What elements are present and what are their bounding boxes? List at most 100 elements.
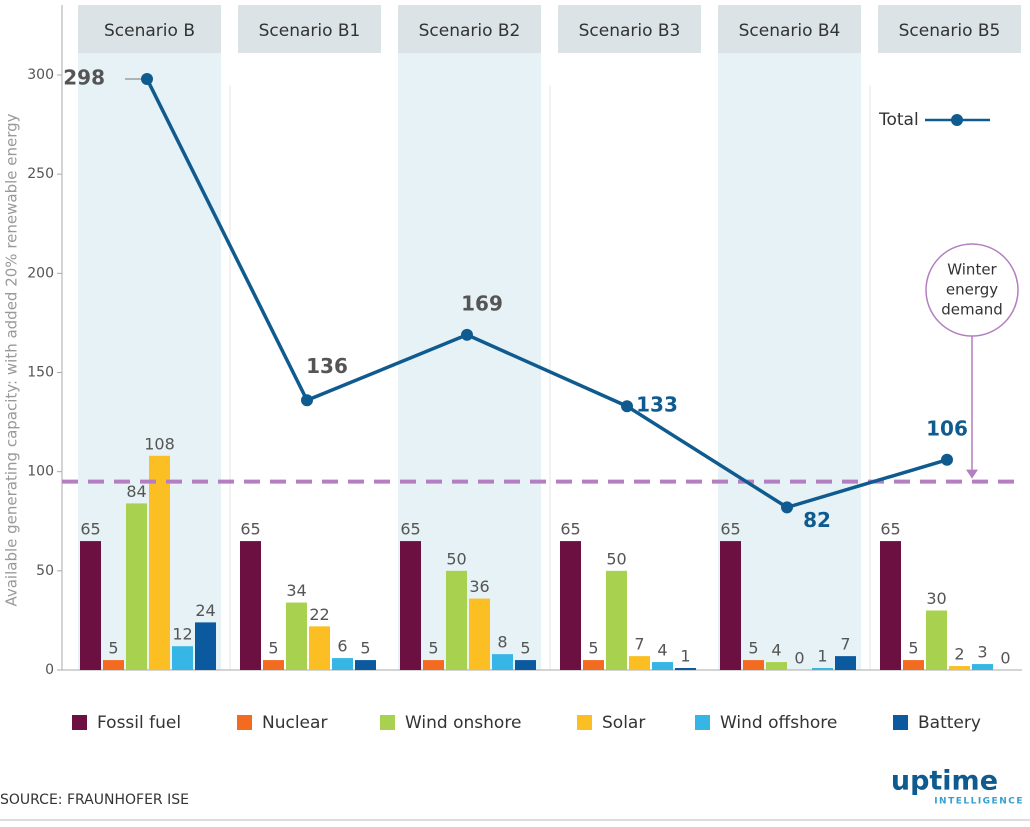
panel-header: Scenario B3 — [579, 21, 681, 41]
bar-label: 22 — [309, 605, 329, 624]
bar — [423, 660, 444, 670]
legend-label: Fossil fuel — [97, 713, 181, 733]
bar — [903, 660, 924, 670]
bar-label: 3 — [977, 643, 987, 662]
bar-label: 4 — [657, 641, 667, 660]
bar — [880, 541, 901, 670]
total-label: 82 — [803, 508, 831, 532]
panel-header: Scenario B2 — [419, 21, 521, 41]
total-line — [145, 78, 948, 510]
panel-shade — [718, 53, 861, 670]
total-point — [141, 72, 153, 85]
bar — [926, 610, 947, 670]
bar-label: 7 — [840, 635, 850, 654]
bar — [126, 503, 147, 670]
annotation-text: demand — [941, 301, 1003, 319]
bar-label: 65 — [720, 520, 740, 539]
total-point — [941, 453, 953, 466]
panel-shade — [398, 53, 541, 670]
legend-label: Battery — [918, 713, 981, 733]
bar — [675, 668, 696, 670]
legend-swatch — [893, 715, 908, 730]
bar-label: 5 — [268, 639, 278, 658]
bar-label: 5 — [520, 639, 530, 658]
bar-label: 1 — [817, 647, 827, 666]
total-label: 106 — [926, 416, 968, 440]
bar — [286, 602, 307, 670]
legend-label: Total — [878, 110, 919, 130]
bar — [835, 656, 856, 670]
total-label: 298 — [63, 65, 105, 89]
bar-label: 36 — [469, 577, 489, 596]
legend-swatch — [237, 715, 252, 730]
bar-label: 5 — [360, 639, 370, 658]
panel-header: Scenario B5 — [899, 21, 1001, 41]
bar — [240, 541, 261, 670]
bar-label: 50 — [606, 549, 626, 568]
panel-header: Scenario B — [104, 21, 195, 41]
bar-label: 12 — [172, 625, 192, 644]
legend-swatch — [380, 715, 395, 730]
bar — [766, 662, 787, 670]
annotation-text: Winter — [947, 261, 997, 279]
panel-header: Scenario B4 — [739, 21, 841, 41]
bar-label: 65 — [80, 520, 100, 539]
legend-label: Solar — [602, 713, 645, 733]
bar — [263, 660, 284, 670]
source: SOURCE: FRAUNHOFER ISE — [0, 792, 189, 808]
annotation-text: energy — [946, 281, 998, 299]
y-tick-label: 150 — [27, 365, 54, 381]
legend-swatch — [577, 715, 592, 730]
bar — [720, 541, 741, 670]
bar — [355, 660, 376, 670]
bar — [743, 660, 764, 670]
y-tick-label: 100 — [27, 464, 54, 480]
panel-header: Scenario B1 — [259, 21, 361, 41]
bar-label: 8 — [497, 633, 507, 652]
total-point — [301, 394, 313, 407]
header-box — [78, 5, 221, 53]
bar-label: 50 — [446, 549, 466, 568]
bar — [949, 666, 970, 670]
total-point — [781, 501, 793, 514]
bar-label: 34 — [286, 581, 306, 600]
header-box — [238, 5, 381, 53]
legend-label: Nuclear — [262, 713, 327, 733]
header-box — [718, 5, 861, 53]
bar — [629, 656, 650, 670]
legend-dot — [951, 114, 963, 126]
bar-label: 5 — [428, 639, 438, 658]
header-box — [558, 5, 701, 53]
legend-swatch — [72, 715, 87, 730]
total-point — [461, 328, 473, 341]
bar — [195, 622, 216, 670]
header-box — [878, 5, 1021, 53]
bar-label: 65 — [560, 520, 580, 539]
y-tick-label: 200 — [27, 265, 54, 281]
bar-label: 6 — [337, 637, 347, 656]
bar-label: 108 — [144, 434, 175, 453]
bar-label: 65 — [880, 520, 900, 539]
header-box — [398, 5, 541, 53]
bar-label: 4 — [771, 641, 781, 660]
y-tick-label: 50 — [36, 563, 54, 579]
bar — [469, 598, 490, 670]
bar-label: 30 — [926, 589, 946, 608]
bar-label: 65 — [240, 520, 260, 539]
bar — [972, 664, 993, 670]
bar — [606, 570, 627, 670]
bar-label: 7 — [634, 635, 644, 654]
y-tick-label: 300 — [27, 67, 54, 83]
total-point — [621, 400, 633, 413]
bar-label: 24 — [195, 601, 215, 620]
legend-label: Wind offshore — [720, 713, 837, 733]
bar-label: 5 — [908, 639, 918, 658]
total-label: 136 — [306, 354, 348, 378]
bar-label: 1 — [680, 647, 690, 666]
bar — [583, 660, 604, 670]
bar-label: 0 — [794, 649, 804, 668]
bar — [812, 668, 833, 670]
annotation-arrowhead — [966, 469, 978, 479]
total-label: 169 — [461, 291, 503, 315]
bar-label: 5 — [748, 639, 758, 658]
